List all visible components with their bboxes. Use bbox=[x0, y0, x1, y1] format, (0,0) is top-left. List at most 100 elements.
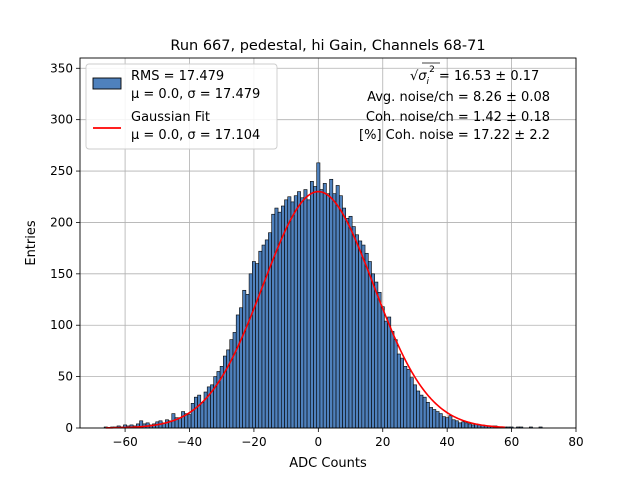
plot-frame bbox=[79, 57, 577, 429]
histogram-bar bbox=[422, 396, 427, 429]
histogram-bar bbox=[248, 273, 253, 429]
histogram-bar bbox=[419, 394, 424, 429]
y-tick-label: 350 bbox=[50, 61, 73, 75]
histogram-bars bbox=[103, 162, 543, 429]
histogram-bar bbox=[181, 411, 185, 429]
histogram-bar bbox=[245, 294, 250, 429]
y-tick-label: 0 bbox=[65, 421, 73, 435]
histogram-bar bbox=[190, 403, 195, 429]
histogram-bar bbox=[255, 263, 260, 429]
histogram-bar bbox=[451, 419, 456, 429]
histogram-bar bbox=[464, 422, 469, 429]
x-tick-label: 20 bbox=[375, 435, 390, 449]
histogram-bar bbox=[300, 197, 305, 429]
y-tick-label: 150 bbox=[50, 267, 73, 281]
histogram-bar bbox=[409, 377, 414, 429]
x-tick-label: 40 bbox=[440, 435, 455, 449]
histogram-bar bbox=[416, 390, 421, 429]
annotation-avg-noise: Avg. noise/ch = 8.26 ± 0.08 bbox=[367, 90, 550, 105]
histogram-bar bbox=[293, 195, 298, 429]
legend-histogram-stats: μ = 0.0, σ = 17.479 bbox=[131, 87, 260, 102]
x-tick-label: 60 bbox=[504, 435, 519, 449]
y-tick-label: 100 bbox=[50, 318, 73, 332]
histogram-bar bbox=[358, 240, 363, 429]
histogram-bar bbox=[384, 320, 388, 429]
legend: RMS = 17.479 μ = 0.0, σ = 17.479 Gaussia… bbox=[85, 63, 278, 150]
legend-fit-stats: μ = 0.0, σ = 17.104 bbox=[131, 128, 260, 143]
annotation-coh-noise-percent: [%] Coh. noise = 17.22 ± 2.2 bbox=[359, 128, 550, 143]
histogram-bar bbox=[187, 414, 192, 429]
histogram-bar bbox=[258, 250, 263, 429]
histogram-bar bbox=[364, 252, 369, 429]
histogram-bar bbox=[322, 183, 327, 429]
x-axis-label: ADC Counts bbox=[289, 456, 367, 471]
histogram-bar bbox=[229, 339, 234, 429]
histogram-bar bbox=[316, 162, 321, 429]
y-tick-label: 250 bbox=[50, 164, 73, 178]
histogram-bar bbox=[361, 244, 366, 429]
histogram-bar bbox=[303, 189, 308, 429]
histogram-bar bbox=[435, 411, 440, 429]
histogram-bar bbox=[445, 417, 450, 429]
histogram-bar bbox=[471, 424, 475, 429]
histogram-bar bbox=[309, 181, 314, 429]
histogram-bar bbox=[351, 226, 356, 429]
histogram-bar bbox=[287, 196, 292, 429]
histogram-bar bbox=[239, 307, 243, 429]
histogram-bar bbox=[342, 207, 347, 429]
histogram-bar bbox=[432, 409, 437, 429]
x-tick-label: −60 bbox=[112, 435, 137, 449]
histogram-bar bbox=[425, 402, 430, 429]
noise-annotations: √σi2 = 16.53 ± 0.17 Avg. noise/ch = 8.26… bbox=[359, 62, 550, 143]
histogram-bar bbox=[329, 178, 334, 429]
histogram-bar bbox=[345, 218, 350, 429]
histogram-bar bbox=[194, 396, 198, 429]
histogram-bar bbox=[387, 316, 392, 429]
histogram-bar bbox=[413, 384, 417, 429]
histogram-bar bbox=[284, 199, 289, 429]
histogram-bar bbox=[454, 420, 459, 429]
histogram-bar bbox=[338, 195, 343, 429]
histogram-bar bbox=[396, 353, 401, 429]
histogram-bar bbox=[355, 234, 359, 429]
y-tick-label: 200 bbox=[50, 215, 73, 229]
histogram-bar bbox=[261, 244, 266, 429]
histogram-bar bbox=[461, 421, 466, 429]
y-tick-label: 50 bbox=[58, 370, 73, 384]
x-tick-label: 0 bbox=[315, 435, 323, 449]
annotation-sqrt-sigma: √σi2 = 16.53 ± 0.17 bbox=[410, 65, 539, 87]
legend-histogram-swatch bbox=[92, 77, 122, 90]
histogram-bar bbox=[271, 213, 276, 429]
histogram-bar bbox=[448, 415, 453, 429]
histogram-bar bbox=[400, 357, 404, 429]
legend-fit-label: Gaussian Fit bbox=[131, 110, 210, 125]
histogram-bar bbox=[235, 314, 240, 429]
histogram-bar bbox=[326, 193, 330, 429]
legend-box bbox=[85, 63, 278, 150]
histogram-bar bbox=[406, 369, 411, 429]
histogram-bar bbox=[226, 349, 231, 429]
histogram-bar bbox=[380, 306, 385, 429]
histogram-bar bbox=[319, 189, 324, 429]
histogram-bar bbox=[390, 331, 395, 429]
histogram-bar bbox=[290, 201, 295, 429]
histogram-bar bbox=[297, 191, 301, 429]
histogram-bar bbox=[429, 407, 433, 429]
histogram-bar bbox=[165, 419, 169, 429]
histogram-bar bbox=[442, 416, 446, 429]
annotation-coh-noise: Coh. noise/ch = 1.42 ± 0.18 bbox=[366, 110, 550, 125]
histogram-bar bbox=[268, 232, 272, 429]
x-tick-label: −40 bbox=[177, 435, 202, 449]
histogram-bar bbox=[232, 332, 237, 429]
histogram-bar bbox=[197, 394, 202, 429]
histogram-bar bbox=[367, 261, 372, 429]
histogram-bar bbox=[467, 423, 472, 429]
histogram-bar bbox=[264, 239, 269, 429]
histogram-bar bbox=[252, 261, 256, 429]
histogram-bar bbox=[458, 422, 462, 429]
histogram-bar bbox=[274, 207, 279, 429]
histogram-bar bbox=[335, 185, 340, 429]
histogram-bar bbox=[306, 199, 311, 429]
